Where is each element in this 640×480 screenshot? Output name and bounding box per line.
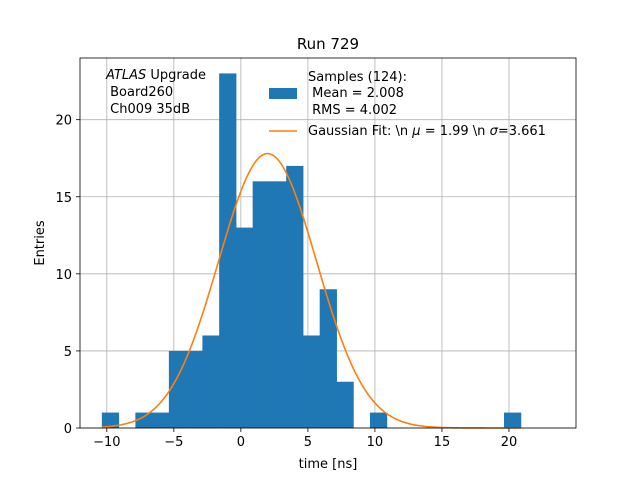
legend-fit-suffix: =3.661 xyxy=(498,124,546,139)
histogram-bars xyxy=(101,73,522,429)
plot-frame xyxy=(79,57,577,429)
histogram-bar xyxy=(336,381,354,428)
x-axis-label: time [ns] xyxy=(299,457,358,472)
histogram-bar xyxy=(135,412,153,428)
legend-fit-prefix: Gaussian Fit: \n xyxy=(308,124,412,139)
x-tick-label: 5 xyxy=(304,435,312,450)
histogram-bar xyxy=(235,227,254,428)
histogram-bar xyxy=(185,350,203,428)
legend-fit-label: Gaussian Fit: \n μ = 1.99 \n σ=3.661 xyxy=(308,124,546,139)
histogram-bar xyxy=(168,350,187,428)
y-tick-label: 5 xyxy=(64,345,72,360)
atlas-annotation: ATLAS Upgrade Board260 Ch009 35dB xyxy=(105,68,206,117)
annotation-atlas: ATLAS xyxy=(105,68,146,83)
histogram-bar xyxy=(101,412,120,428)
x-tick-label: −10 xyxy=(93,435,120,450)
y-axis-label: Entries xyxy=(33,220,48,266)
x-axis-ticks: −10 −5 0 5 10 15 20 xyxy=(93,428,517,450)
histogram-bar xyxy=(252,181,270,428)
legend-fit-mu: μ xyxy=(411,124,420,139)
annotation-line-3: Ch009 35dB xyxy=(106,102,190,117)
histogram-bar xyxy=(286,165,304,428)
x-tick-label: 10 xyxy=(367,435,384,450)
legend-hist-line-1: Samples (124): xyxy=(308,70,407,85)
legend-hist-line-3: RMS = 4.002 xyxy=(308,103,397,118)
x-tick-label: 15 xyxy=(434,435,451,450)
histogram-bar xyxy=(269,181,287,428)
histogram-bar xyxy=(302,335,321,428)
histogram-bar xyxy=(319,289,337,428)
y-tick-label: 10 xyxy=(55,268,72,283)
annotation-line-2: Board260 xyxy=(106,85,173,100)
x-tick-label: 20 xyxy=(501,435,518,450)
histogram-bar xyxy=(504,412,522,428)
legend-fit-sigma: σ xyxy=(490,124,499,139)
x-tick-label: −5 xyxy=(164,435,183,450)
chart-title: Run 729 xyxy=(297,35,359,53)
annotation-upgrade: Upgrade xyxy=(146,68,206,83)
x-tick-label: 0 xyxy=(237,435,245,450)
histogram-bar xyxy=(369,412,388,428)
legend: Samples (124): Mean = 2.008 RMS = 4.002 … xyxy=(269,70,546,139)
histogram-bar xyxy=(219,73,237,429)
y-axis-ticks: 0 5 10 15 20 xyxy=(55,114,80,437)
y-tick-label: 20 xyxy=(55,114,72,129)
legend-hist-line-2: Mean = 2.008 xyxy=(308,86,404,101)
histogram-bar xyxy=(152,412,170,428)
y-tick-label: 0 xyxy=(64,422,72,437)
legend-histogram-swatch xyxy=(269,88,297,99)
legend-fit-mid: = 1.99 \n xyxy=(421,124,490,139)
annotation-line-1: ATLAS Upgrade xyxy=(105,68,206,83)
y-tick-label: 15 xyxy=(55,191,72,206)
histogram-bar xyxy=(202,335,220,428)
